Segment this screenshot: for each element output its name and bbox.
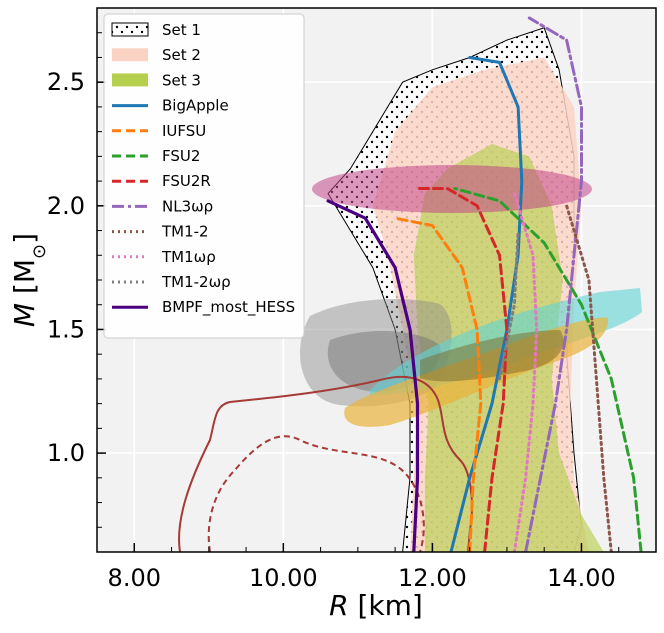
series-fsu2r xyxy=(416,187,509,552)
legend-label: TM1-2ωρ xyxy=(161,273,231,291)
legend-swatch xyxy=(112,73,148,87)
series-fsu2 xyxy=(453,187,643,552)
y-axis-title: M [M⊙] xyxy=(8,233,50,327)
y-tick-label: 2.5 xyxy=(47,68,85,96)
x-axis-title: R [km] xyxy=(329,589,423,622)
legend-item-tm1-2: TM1-2ωρ xyxy=(112,273,231,291)
legend: Set 1 Set 2 Set 3 BigApple IUFSU FSU2 FSU2R NL3… xyxy=(103,13,305,339)
red-contour-dashed xyxy=(207,435,425,552)
x-tick-label: 10.00 xyxy=(249,564,318,592)
x-tick-label: 14.00 xyxy=(547,564,616,592)
legend-label: BigApple xyxy=(162,97,229,115)
legend-label: NL3ωρ xyxy=(162,197,213,215)
legend-item-iufsu: IUFSU xyxy=(112,122,206,140)
legend-label: TM1ωρ xyxy=(161,248,216,266)
legend-label: Set 2 xyxy=(162,46,201,64)
legend-label: BMPF_most_HESS xyxy=(162,298,295,317)
legend-item-set-3: Set 3 xyxy=(112,71,201,89)
magenta-band xyxy=(312,165,592,213)
legend-label: Set 1 xyxy=(162,21,201,39)
legend-label: FSU2 xyxy=(162,147,200,165)
x-tick-label: 12.00 xyxy=(398,564,467,592)
legend-item-nl3: NL3ωρ xyxy=(112,197,213,215)
series-bmpf-most-hess xyxy=(326,199,420,552)
legend-item-bigapple: BigApple xyxy=(112,97,229,115)
series-tm1-2 xyxy=(498,229,520,381)
ticks: 8.00 10.00 12.00 14.00 1.0 1.5 2.0 2.5 xyxy=(47,7,657,592)
legend-label: FSU2R xyxy=(162,172,211,190)
x-tick-label: 8.00 xyxy=(108,564,161,592)
legend-item-tm1: TM1ωρ xyxy=(112,248,216,266)
series-layer xyxy=(326,16,643,552)
series-iufsu xyxy=(393,216,483,552)
legend-label: TM1-2 xyxy=(161,223,209,241)
legend-label: Set 3 xyxy=(162,71,201,89)
legend-item-tm1-2: TM1-2 xyxy=(112,223,209,241)
dark-overlap-region xyxy=(420,330,564,382)
series-nl3 xyxy=(524,16,583,552)
legend-item-fsu2: FSU2 xyxy=(112,147,200,165)
legend-swatch xyxy=(112,48,148,62)
legend-box xyxy=(103,13,305,339)
series-tm1-2 xyxy=(565,204,613,552)
y-tick-label: 1.5 xyxy=(47,315,85,343)
series-tm1 xyxy=(512,192,539,552)
legend-item-set-1: Set 1 xyxy=(111,21,201,39)
legend-swatch xyxy=(111,22,149,37)
legend-item-bmpf-most-hess: BMPF_most_HESS xyxy=(112,298,295,317)
legend-item-set-2: Set 2 xyxy=(112,46,201,64)
legend-item-fsu2r: FSU2R xyxy=(112,172,211,190)
red-contour-solid xyxy=(178,375,473,552)
y-tick-label: 1.0 xyxy=(47,439,85,467)
legend-label: IUFSU xyxy=(162,122,206,140)
y-tick-label: 2.0 xyxy=(47,192,85,220)
